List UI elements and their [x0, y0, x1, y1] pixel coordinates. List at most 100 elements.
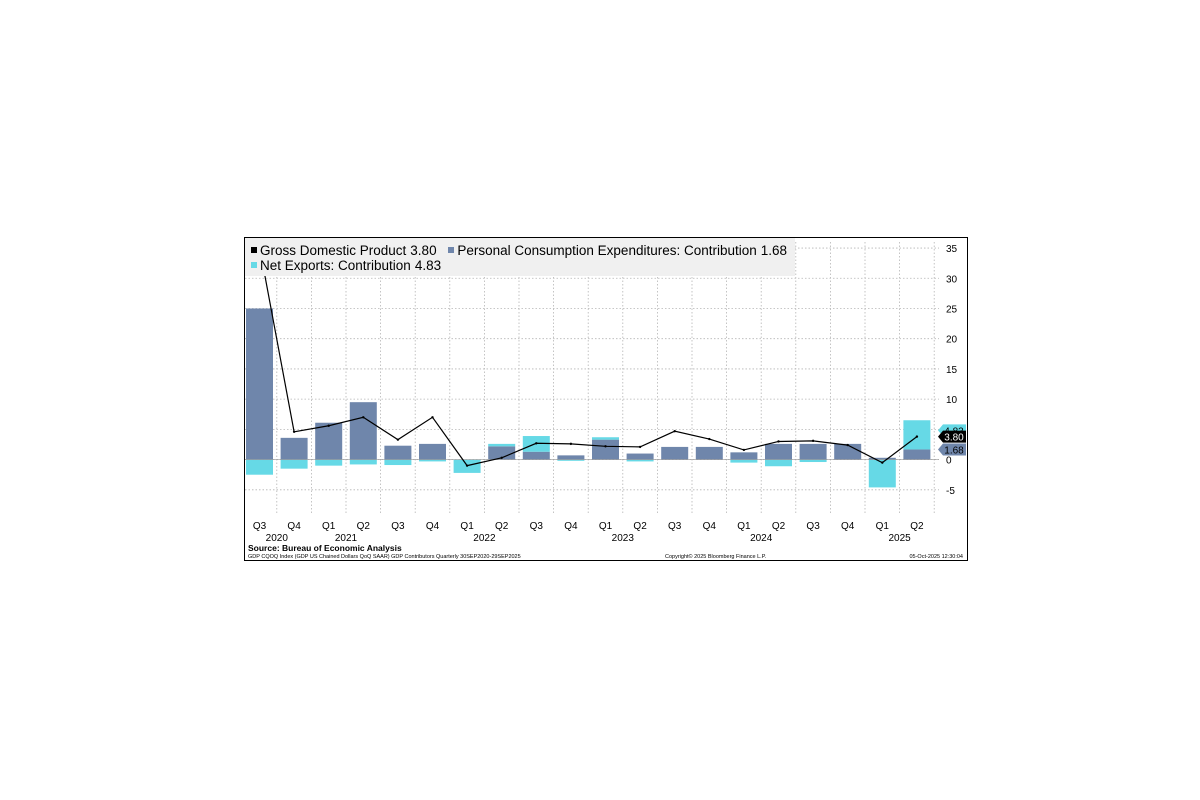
bar-pce [730, 452, 758, 460]
x-tick-label: Q1 [876, 521, 890, 532]
x-tick-label: Q3 [806, 521, 820, 532]
y-tick-label: 35 [946, 244, 958, 255]
bar-net-exports [868, 459, 896, 488]
bar-pce [488, 446, 516, 460]
y-tick-label: 25 [946, 304, 958, 315]
x-tick-label: Q3 [530, 521, 544, 532]
gdp-point [638, 445, 642, 449]
bar-net-exports [626, 459, 654, 462]
legend-value-pce: 1.68 [760, 243, 788, 258]
value-tag-label: 3.80 [944, 433, 964, 444]
x-tick-label: Q4 [287, 521, 301, 532]
bar-pce [661, 446, 689, 460]
x-tick-label: Q2 [495, 521, 509, 532]
x-year-label: 2023 [612, 533, 635, 544]
bar-pce [384, 445, 412, 460]
gdp-point [673, 429, 676, 433]
footer-source: Source: Bureau of Economic Analysis [248, 543, 402, 553]
legend-value-gdp: 3.80 [410, 243, 437, 258]
bar-net-exports [315, 459, 343, 466]
gdp-point [881, 461, 884, 464]
gdp-point [431, 416, 434, 419]
bar-pce [349, 402, 377, 460]
bar-pce [626, 453, 654, 460]
legend-label-gdp: Gross Domestic Product [260, 243, 407, 258]
bar-pce [557, 455, 585, 460]
legend-item-pce: Personal Consumption Expenditures: Contr… [448, 243, 787, 259]
x-year-label: 2021 [335, 533, 358, 544]
x-tick-label: Q3 [668, 521, 682, 532]
x-year-label: 2024 [750, 533, 773, 544]
legend-item-gdp: Gross Domestic Product 3.80 [251, 243, 437, 259]
gdp-point [396, 438, 400, 441]
bar-net-exports [765, 459, 792, 467]
x-year-label: 2020 [266, 533, 289, 544]
value-tag [938, 430, 966, 443]
gdp-point [362, 416, 365, 419]
x-tick-label: Q1 [599, 521, 613, 532]
gdp-point [604, 445, 607, 448]
legend-row-2: Net Exports: Contribution 4.83 [251, 258, 449, 274]
bar-pce [903, 449, 931, 460]
legend-label-pce: Personal Consumption Expenditures: Contr… [457, 243, 757, 258]
x-tick-label: Q1 [322, 521, 336, 532]
footer-timestamp: 05-Oct-2025 12:30:04 [909, 554, 963, 560]
legend: Gross Domestic Product 3.80 Personal Cons… [245, 238, 795, 276]
bar-net-exports [592, 437, 619, 440]
bar-pce [695, 446, 723, 460]
bar-net-exports [419, 459, 446, 462]
bar-net-exports [730, 459, 758, 463]
y-tick-label: 15 [946, 365, 958, 376]
x-tick-label: Q3 [391, 521, 405, 532]
y-tick-label: 0 [946, 456, 952, 467]
x-tick-label: Q2 [357, 521, 371, 532]
bar-pce [592, 439, 619, 460]
y-tick-label: 30 [946, 274, 958, 285]
footer-note: GDP CQOQ Index (GDP US Chained Dollars Q… [248, 554, 521, 560]
bar-pce [522, 451, 550, 460]
footer-copyright: Copyright© 2025 Bloomberg Finance L.P. [665, 554, 767, 560]
chart-frame: Gross Domestic Product 3.80 Personal Cons… [244, 237, 968, 561]
legend-row-1: Gross Domestic Product 3.80 Personal Cons… [251, 243, 795, 259]
legend-label-nx: Net Exports: Contribution [260, 258, 411, 273]
plot-area: -505101520253035Q3Q4Q1Q2Q3Q4Q1Q2Q3Q4Q1Q2… [245, 242, 966, 544]
gdp-point [327, 424, 330, 427]
bar-net-exports [799, 459, 827, 463]
gdp-point [465, 464, 469, 467]
gdp-point [846, 443, 849, 447]
gdp-point [777, 440, 780, 443]
x-tick-label: Q4 [841, 521, 855, 532]
gdp-line [258, 246, 918, 467]
gdp-point [535, 442, 538, 445]
bar-pce [246, 308, 273, 460]
gdp-point [292, 430, 296, 433]
legend-item-nx: Net Exports: Contribution 4.83 [251, 258, 441, 274]
y-tick-label: -5 [946, 486, 955, 497]
x-year-label: 2022 [473, 533, 496, 544]
value-tag-label: 1.68 [944, 445, 964, 456]
bar-pce [834, 443, 862, 460]
bar-net-exports [488, 443, 516, 447]
x-tick-label: Q3 [253, 521, 267, 532]
value-tag [938, 443, 966, 456]
bar-net-exports [557, 459, 585, 461]
x-tick-label: Q1 [737, 521, 751, 532]
y-tick-label: 20 [946, 335, 958, 346]
gdp-point [500, 456, 503, 459]
gdp-point [915, 435, 919, 438]
bar-pce [799, 443, 827, 460]
legend-swatch-nx [251, 262, 257, 269]
x-tick-label: Q2 [633, 521, 647, 532]
x-tick-label: Q2 [910, 521, 924, 532]
legend-swatch-pce [448, 247, 455, 254]
y-tick-label: 10 [946, 395, 958, 406]
bar-pce [868, 457, 896, 460]
bar-pce [315, 422, 343, 460]
x-tick-label: Q4 [564, 521, 578, 532]
bar-pce [419, 443, 446, 460]
bar-pce [280, 437, 308, 460]
x-year-label: 2025 [888, 533, 911, 544]
gdp-point [742, 448, 746, 452]
legend-swatch-gdp [251, 247, 257, 254]
gdp-point [708, 437, 711, 441]
